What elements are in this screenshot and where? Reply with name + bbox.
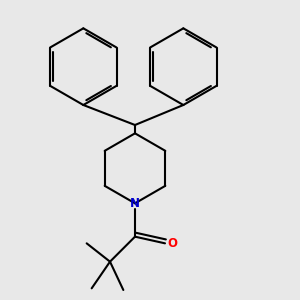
Text: N: N [130, 197, 140, 210]
Text: O: O [167, 237, 177, 250]
